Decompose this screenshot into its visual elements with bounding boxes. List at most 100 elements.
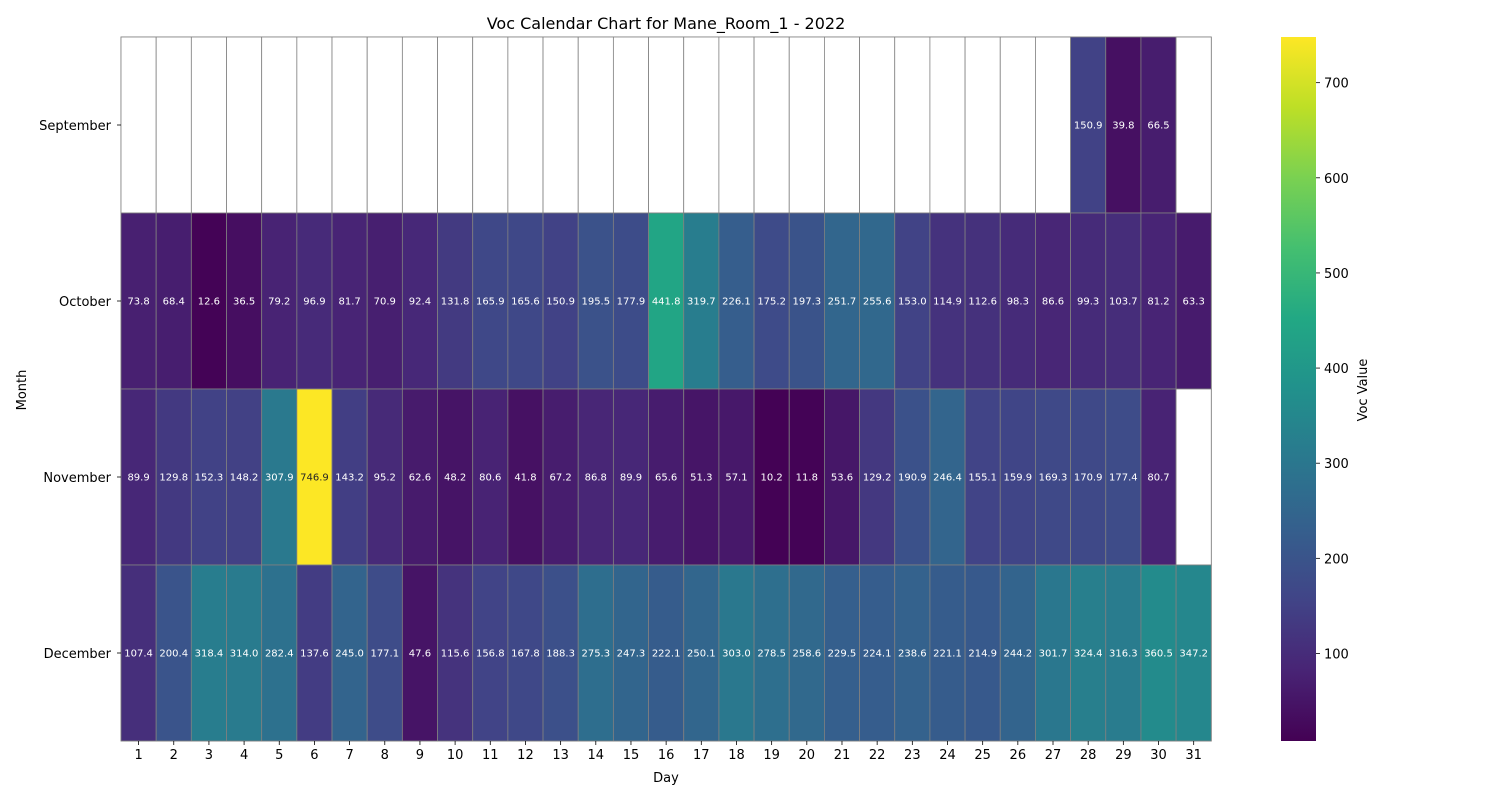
heatmap-cell [683, 388, 720, 566]
cell-value-label: 10.2 [761, 473, 783, 484]
x-tick-label: 28 [1080, 748, 1097, 763]
cell-value-label: 36.5 [233, 297, 255, 308]
y-tick-label: December [44, 647, 112, 662]
cell-value-label: 152.3 [195, 473, 224, 484]
cell-value-label: 67.2 [549, 473, 571, 484]
heatmap-cell [753, 388, 790, 566]
heatmap-cell [577, 212, 614, 390]
cell-value-label: 11.8 [796, 473, 818, 484]
heatmap-cell [999, 212, 1036, 390]
empty-cell [894, 36, 931, 214]
cell-value-label: 282.4 [265, 649, 294, 660]
cell-value-label: 112.6 [968, 297, 997, 308]
x-tick-label: 19 [763, 748, 780, 763]
heatmap-cell [507, 388, 544, 566]
empty-cell [1035, 36, 1071, 214]
x-axis-ticks: 1 2 3 4 5 6 7 8 9 10 11 12 13 14 15 16 17 18 19 20 21 22 23 24 2… [134, 741, 1202, 763]
empty-cell [718, 36, 755, 214]
colorbar-tick-label: 600 [1324, 172, 1349, 187]
colorbar-tick-label: 500 [1324, 267, 1349, 282]
heatmap-cell [788, 212, 825, 390]
heatmap-cell [1105, 564, 1142, 742]
cell-value-label: 155.1 [968, 473, 997, 484]
cell-value-label: 301.7 [1039, 649, 1068, 660]
cell-value-label: 324.4 [1074, 649, 1103, 660]
cell-value-label: 39.8 [1112, 121, 1134, 132]
heatmap-cell [1140, 388, 1177, 566]
heatmap-cell [859, 388, 896, 566]
x-tick-label: 30 [1150, 748, 1167, 763]
cell-value-label: 96.9 [303, 297, 325, 308]
cell-value-label: 148.2 [230, 473, 259, 484]
cell-value-label: 170.9 [1074, 473, 1103, 484]
empty-cell [859, 36, 896, 214]
empty-cell [1175, 388, 1212, 566]
cell-value-label: 303.0 [722, 649, 751, 660]
x-tick-label: 13 [552, 748, 569, 763]
cell-value-label: 80.6 [479, 473, 501, 484]
cell-value-label: 103.7 [1109, 297, 1138, 308]
x-tick-label: 6 [310, 748, 318, 763]
heatmap-cell [859, 564, 896, 742]
heatmap-cell [261, 388, 298, 566]
cell-value-label: 89.9 [620, 473, 642, 484]
cell-value-label: 150.9 [1074, 121, 1103, 132]
cell-value-label: 746.9 [300, 473, 329, 484]
heatmap-cell [999, 388, 1036, 566]
colorbar-tick-label: 700 [1324, 77, 1349, 92]
heatmap-cell [894, 388, 931, 566]
x-tick-label: 16 [658, 748, 675, 763]
cell-value-label: 53.6 [831, 473, 853, 484]
heatmap-cell [120, 564, 157, 742]
x-tick-label: 27 [1045, 748, 1062, 763]
cell-value-label: 86.8 [585, 473, 607, 484]
heatmap-cell [437, 212, 474, 390]
x-tick-label: 20 [799, 748, 816, 763]
heatmap-cell [296, 212, 333, 390]
x-axis-label: Day [653, 771, 679, 786]
heatmap-cell [929, 388, 966, 566]
colorbar-tick-label: 400 [1324, 362, 1349, 377]
cell-value-label: 63.3 [1183, 297, 1205, 308]
heatmap-cell [1105, 212, 1142, 390]
cell-value-label: 131.8 [441, 297, 470, 308]
empty-cell [788, 36, 825, 214]
colorbar [1281, 37, 1316, 741]
heatmap-cell [507, 212, 544, 390]
cell-value-label: 247.3 [617, 649, 646, 660]
x-tick-label: 31 [1185, 748, 1202, 763]
x-tick-label: 7 [345, 748, 353, 763]
cell-value-label: 244.2 [1004, 649, 1033, 660]
cell-value-label: 222.1 [652, 649, 681, 660]
heatmap-cell [753, 564, 790, 742]
y-tick-label: October [59, 295, 112, 310]
heatmap-cell [612, 212, 649, 390]
empty-cell [753, 36, 790, 214]
x-tick-label: 3 [205, 748, 213, 763]
y-axis-label: Month [15, 370, 30, 411]
colorbar-label: Voc Value [1356, 359, 1371, 422]
heatmap-cell [190, 564, 227, 742]
heatmap-cell [683, 564, 720, 742]
cell-value-label: 99.3 [1077, 297, 1099, 308]
empty-cell [824, 36, 860, 214]
empty-cell [507, 36, 544, 214]
heatmap-cell [1035, 564, 1071, 742]
cell-value-label: 278.5 [757, 649, 786, 660]
empty-cell [964, 36, 1001, 214]
heatmap-cell [155, 564, 192, 742]
cell-value-label: 177.9 [617, 297, 646, 308]
cell-value-label: 80.7 [1147, 473, 1169, 484]
cell-value-label: 41.8 [514, 473, 536, 484]
cell-value-label: 258.6 [792, 649, 821, 660]
cell-value-label: 195.5 [581, 297, 610, 308]
empty-cell [296, 36, 333, 214]
cell-value-label: 65.6 [655, 473, 677, 484]
cell-value-label: 81.2 [1147, 297, 1169, 308]
cell-value-label: 48.2 [444, 473, 466, 484]
heatmap-cell [437, 564, 474, 742]
heatmap-cell [1070, 212, 1107, 390]
colorbar-tick-label: 300 [1324, 457, 1349, 472]
heatmap-cell [331, 388, 368, 566]
